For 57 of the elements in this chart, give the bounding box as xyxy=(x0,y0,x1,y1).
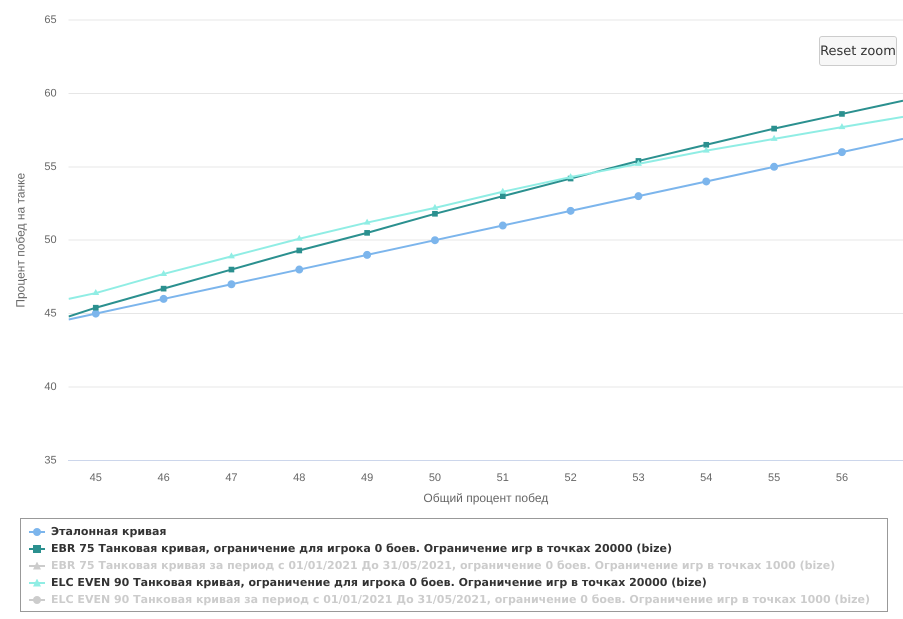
x-tick-label: 53 xyxy=(632,472,645,484)
point xyxy=(160,294,168,303)
point xyxy=(770,134,778,141)
x-tick-label: 54 xyxy=(700,472,712,484)
point xyxy=(364,230,370,236)
point xyxy=(296,234,303,241)
point xyxy=(295,266,304,274)
point xyxy=(432,210,438,217)
y-tick-label: 60 xyxy=(44,87,57,100)
point xyxy=(566,206,575,215)
point xyxy=(703,142,710,148)
legend-label: EBR 75 Танковая кривая, ограничение для игрока 0 боев. Ограничение игр в точках 20000 (bize) xyxy=(51,542,672,555)
point xyxy=(228,252,235,258)
x-tick-label: 55 xyxy=(768,472,780,484)
point xyxy=(363,250,372,259)
x-axis-title: Общий процент побед xyxy=(423,491,548,506)
y-tick-label: 45 xyxy=(44,308,57,320)
x-tick-label: 45 xyxy=(90,472,102,484)
y-tick-label: 35 xyxy=(44,454,57,466)
point xyxy=(838,148,846,156)
point xyxy=(92,304,99,311)
y-tick-label: 50 xyxy=(44,234,57,246)
point xyxy=(92,310,100,318)
point xyxy=(702,146,710,153)
x-tick-label: 47 xyxy=(225,472,238,484)
point xyxy=(498,222,507,230)
legend-label: ELC EVEN 90 Танковая кривая, ограничение для игрока 0 боев. Ограничение игр в точках 20000 (bize) xyxy=(51,576,707,589)
y-tick-label: 55 xyxy=(44,160,57,173)
y-tick-label: 40 xyxy=(44,381,57,394)
point xyxy=(364,218,371,225)
point xyxy=(160,286,166,292)
point xyxy=(228,266,234,272)
point xyxy=(431,204,438,210)
y-axis-title: Процент побед на танке xyxy=(14,172,28,308)
point xyxy=(838,123,846,130)
x-tick-label: 48 xyxy=(293,472,306,484)
x-tick-label: 51 xyxy=(496,472,509,484)
x-tick-label: 49 xyxy=(360,472,374,484)
point xyxy=(770,162,778,171)
x-tick-label: 50 xyxy=(428,472,442,484)
x-tick-label: 46 xyxy=(157,472,170,484)
point xyxy=(839,111,845,117)
legend-label: Эталонная кривая xyxy=(51,525,166,538)
y-tick-label: 65 xyxy=(44,14,57,26)
point xyxy=(430,236,439,244)
point xyxy=(702,177,710,186)
point xyxy=(160,270,168,276)
point xyxy=(296,248,302,254)
x-tick-label: 56 xyxy=(836,472,848,484)
point xyxy=(499,188,506,194)
point xyxy=(771,126,777,132)
x-tick-label: 52 xyxy=(564,472,577,484)
point xyxy=(227,280,236,288)
reset-zoom-button: Reset zoom xyxy=(819,36,897,66)
point xyxy=(634,192,642,200)
point xyxy=(92,289,100,296)
point xyxy=(567,173,574,180)
